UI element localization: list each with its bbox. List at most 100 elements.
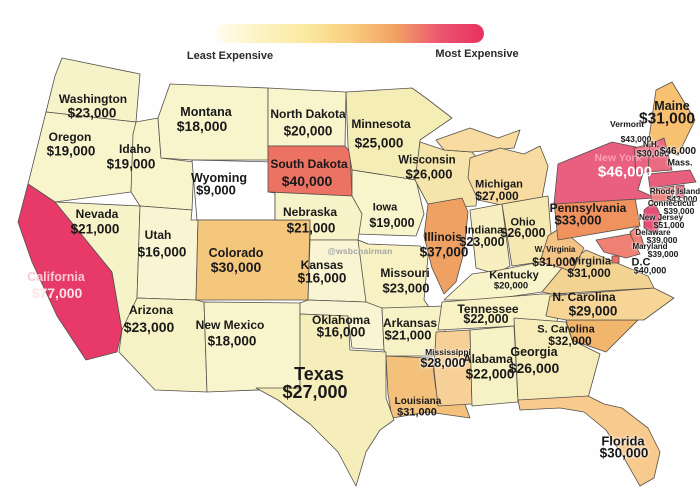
label-mn-value: $25,000 (354, 135, 404, 151)
state-shape-il (423, 197, 469, 295)
label-ny-name: New York (594, 151, 642, 164)
state-shape-nh (647, 137, 673, 173)
label-ok-name: Oklahoma (311, 313, 371, 327)
label-ia-value: $19,000 (369, 215, 415, 230)
label-wy-value: $9,000 (196, 182, 236, 198)
label-ne-name: Nebraska (282, 205, 338, 219)
state-shape-tx (255, 313, 395, 487)
legend-most-label: Most Expensive (435, 48, 519, 60)
state-shape-va (541, 249, 655, 295)
label-ga-value: $26,000 (508, 360, 560, 376)
label-vt-name: Vermont (609, 118, 645, 129)
label-az-name: Arizona (128, 303, 174, 317)
label-sd-value: $40,000 (281, 173, 333, 189)
label-nh-value: $30,000 (636, 148, 670, 159)
state-shape-fl (517, 395, 661, 487)
label-vt-value: $43,000 (620, 133, 652, 144)
label-ma-value: $46,000 (659, 146, 697, 157)
label-me-name: Maine (654, 98, 690, 113)
label-nc-name: N. Carolina (552, 290, 616, 304)
label-ri-name: Rhode Island (649, 187, 700, 196)
label-tn-value: $22,000 (463, 311, 509, 326)
watermark: @wsbchairman (327, 246, 393, 256)
state-shape-ms (433, 329, 473, 407)
label-ks-name: Kansas (300, 258, 344, 272)
legend-gradient-bar (216, 24, 484, 43)
label-mo-value: $23,000 (382, 280, 430, 296)
label-sc-value: $32,000 (548, 334, 592, 348)
label-sd-name: South Dakota (270, 157, 348, 171)
label-nm-value: $18,000 (207, 333, 257, 349)
label-ut-value: $16,000 (137, 244, 187, 260)
label-pa-value: $33,000 (554, 212, 602, 228)
label-tn-name: Tennessee (457, 302, 519, 316)
label-dc-name: D.C (631, 256, 651, 269)
label-mt-value: $18,000 (176, 118, 228, 134)
label-il-name: Illinois (423, 230, 463, 244)
state-shape-sd (267, 145, 353, 197)
label-mo-name: Missouri (380, 266, 430, 280)
label-nj-value: $51,000 (653, 219, 685, 230)
label-nd-name: North Dakota (270, 107, 346, 121)
label-in-name: Indiana (464, 224, 504, 237)
label-nv-value: $21,000 (70, 221, 120, 237)
label-il-value: $37,000 (419, 244, 469, 260)
label-or-name: Oregon (48, 130, 92, 144)
label-al-name: Alabama (462, 352, 514, 366)
label-ut-name: Utah (144, 228, 172, 242)
state-shape-mi (467, 145, 549, 207)
label-dc-value: $40,000 (633, 265, 667, 276)
label-ky-value: $20,000 (493, 280, 529, 292)
label-al-value: $22,000 (465, 366, 515, 382)
state-shape-md (595, 233, 641, 259)
label-tx-value: $27,000 (282, 382, 348, 402)
label-nh-name: N.H. (643, 140, 659, 149)
state-shape-wv (539, 227, 585, 273)
label-de-name: Delaware (635, 228, 671, 237)
label-ri-value: $43,000 (666, 193, 698, 204)
label-mi-name: Michigan (475, 178, 523, 191)
label-ky-name: Kentucky (489, 269, 539, 282)
label-mt-name: Montana (180, 104, 232, 119)
state-shape-dc (611, 255, 620, 264)
label-pa-name: Pennsylvania (549, 201, 627, 215)
label-nj-name: New Jersey (638, 213, 684, 222)
label-ct-value: $39,000 (663, 205, 695, 216)
label-mi-value: $27,000 (475, 189, 519, 203)
label-tx-name: Texas (294, 364, 344, 384)
label-or-value: $19,000 (46, 143, 96, 159)
label-ca-name: California (27, 269, 85, 284)
label-fl-name: Florida (601, 433, 645, 449)
label-nc-value: $29,000 (568, 303, 618, 319)
label-co-name: Colorado (208, 245, 264, 260)
label-ct-name: Connecticut (647, 199, 695, 208)
label-wy-name: Wyoming (190, 170, 248, 185)
label-sc-name: S. Carolina (537, 323, 595, 336)
label-nv-name: Nevada (75, 207, 119, 221)
label-wv-value: $31,000 (532, 255, 576, 269)
label-ny-value: $46,000 (597, 163, 653, 181)
label-nm-name: New Mexico (195, 318, 265, 332)
label-ne-value: $21,000 (286, 220, 336, 236)
state-shape-me (647, 81, 696, 156)
label-va-name: Virginia (570, 255, 612, 268)
label-la-value: $31,000 (397, 406, 437, 419)
label-ca-value: $77,000 (31, 285, 83, 301)
label-la-name: Louisiana (394, 396, 442, 407)
label-de-value: $39,000 (646, 234, 678, 245)
label-oh-value: $26,000 (500, 225, 546, 240)
label-mn-name: Minnesota (351, 117, 411, 131)
state-shape-or (27, 111, 137, 203)
state-shape-ct (649, 185, 675, 203)
label-wv-name: W. Virginia (534, 245, 576, 254)
label-oh-name: Ohio (510, 216, 536, 229)
label-ok-value: $16,000 (316, 324, 366, 340)
label-md-name: Maryland (632, 242, 668, 251)
label-ga-name: Georgia (510, 344, 558, 359)
label-wa-value: $23,000 (67, 105, 117, 121)
state-shape-mn (345, 87, 453, 181)
label-ia-name: Iowa (372, 201, 398, 214)
state-shape-ny (553, 141, 657, 205)
